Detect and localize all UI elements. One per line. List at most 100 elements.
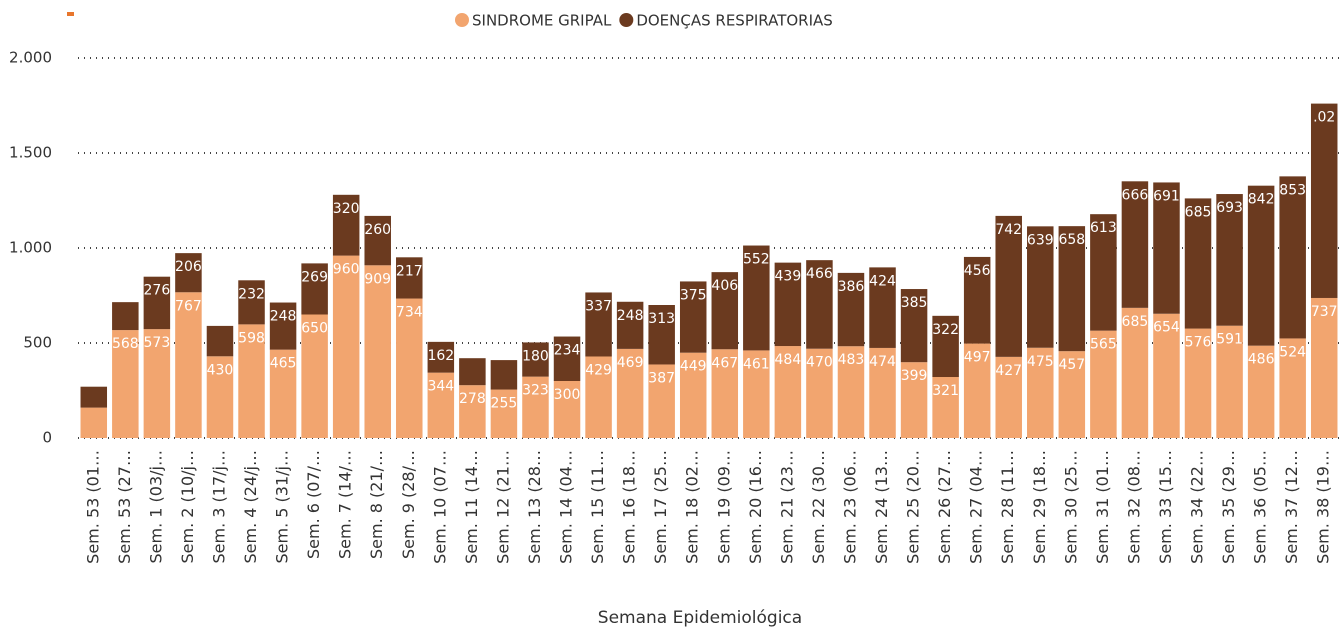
bar-segment xyxy=(900,289,928,363)
data-label: 429 xyxy=(585,362,612,378)
bar-segment xyxy=(332,255,360,438)
bar-segment xyxy=(143,276,171,330)
bar-segment xyxy=(80,386,108,408)
data-label: 320 xyxy=(333,201,360,217)
x-tick-label: Sem. 9 (28/… xyxy=(399,450,418,559)
bar-segment xyxy=(774,346,802,438)
data-label: 475 xyxy=(1027,354,1054,370)
x-tick-label: Sem. 1 (03/j… xyxy=(146,450,165,563)
x-tick-label: Sem. 26 (27… xyxy=(935,450,954,564)
bar-segment xyxy=(1090,214,1117,331)
bar-segment xyxy=(112,330,139,438)
bar-segment xyxy=(995,215,1022,357)
data-label: 278 xyxy=(459,391,486,407)
data-label: 232 xyxy=(238,286,265,302)
x-tick-label: Sem. 30 (25… xyxy=(1061,450,1080,564)
data-label: 430 xyxy=(207,362,234,378)
legend-label: SINDROME GRIPAL xyxy=(472,12,612,30)
data-label: 598 xyxy=(238,330,265,346)
data-label: 439 xyxy=(775,269,802,285)
y-tick-label: 1.000 xyxy=(9,239,52,257)
bar-segment xyxy=(806,348,833,438)
bar-segment xyxy=(869,347,896,438)
bar-segment xyxy=(1058,351,1086,438)
bar-segment xyxy=(396,257,423,299)
x-tick-label: Sem. 25 (20… xyxy=(904,450,923,564)
data-label: 465 xyxy=(270,356,297,372)
x-tick-label: Sem. 53 (01… xyxy=(83,450,102,564)
data-label: 565 xyxy=(1090,337,1117,353)
data-label: 470 xyxy=(806,355,833,371)
bar-segment xyxy=(301,314,328,438)
bar-segment xyxy=(238,280,265,325)
data-label: 260 xyxy=(364,222,391,238)
bar-segment xyxy=(679,281,707,353)
bar-segment xyxy=(1121,307,1149,438)
bar-segment xyxy=(585,292,612,357)
bar-segment xyxy=(900,362,928,438)
bar-segment xyxy=(1310,103,1338,298)
bar-segment xyxy=(427,372,455,438)
x-tick-label: Sem. 6 (07/… xyxy=(304,450,323,559)
data-label: 486 xyxy=(1248,352,1275,368)
data-label: 497 xyxy=(964,350,991,366)
x-tick-label: Sem. 20 (16… xyxy=(746,450,765,564)
data-label: 742 xyxy=(995,222,1022,238)
data-label: 375 xyxy=(680,287,707,303)
x-tick-label: Sem. 35 (29… xyxy=(1219,450,1238,564)
x-tick-label: Sem. 53 (27… xyxy=(115,450,134,564)
y-tick-label: 2.000 xyxy=(9,49,52,67)
x-axis-title: Semana Epidemiológica xyxy=(598,608,802,628)
legend-marker xyxy=(455,13,469,27)
x-tick-label: Sem. 18 (02… xyxy=(683,450,702,564)
bar-segment xyxy=(679,352,707,438)
data-label: 467 xyxy=(711,355,738,371)
data-label: 737 xyxy=(1311,304,1338,320)
x-tick-label: Sem. 16 (18… xyxy=(620,450,639,564)
x-tick-label: Sem. 32 (08… xyxy=(1124,450,1143,564)
x-tick-label: Sem. 10 (07… xyxy=(430,450,449,564)
data-label: 300 xyxy=(554,387,581,403)
data-label: 248 xyxy=(617,308,644,324)
bar-segment xyxy=(175,253,202,293)
bar-segment xyxy=(1310,297,1338,438)
bar-segment xyxy=(553,381,581,438)
bar-segment xyxy=(1090,330,1117,438)
x-tick-label: Sem. 31 (01… xyxy=(1093,450,1112,564)
data-label: 234 xyxy=(554,343,581,359)
data-label: 255 xyxy=(491,396,518,412)
data-label: 552 xyxy=(743,252,770,268)
bar-segment xyxy=(963,343,991,438)
menu-mark xyxy=(67,12,74,16)
bar-segment xyxy=(837,272,865,347)
data-label: 461 xyxy=(743,356,770,372)
bar-segment xyxy=(1279,338,1306,438)
y-tick-label: 0 xyxy=(42,429,52,447)
x-tick-label: Sem. 37 (12… xyxy=(1282,450,1301,564)
bar-segment xyxy=(648,305,675,365)
data-label: 313 xyxy=(648,311,675,327)
bar-segment xyxy=(806,260,833,349)
x-tick-label: Sem. 5 (31/j… xyxy=(273,450,292,563)
data-label: 385 xyxy=(901,295,928,311)
bar-segment xyxy=(143,329,171,438)
bar-segment xyxy=(743,350,770,438)
bar-segment xyxy=(1216,194,1243,326)
data-label: 180 xyxy=(522,348,549,364)
bar-segment xyxy=(648,364,675,438)
bar-segment xyxy=(1279,176,1306,339)
x-tick-label: Sem. 19 (09… xyxy=(714,450,733,564)
bar-segment xyxy=(522,342,549,377)
x-tick-label: Sem. 3 (17/j… xyxy=(209,450,228,563)
data-label: 449 xyxy=(680,359,707,375)
bar-segment xyxy=(743,245,770,351)
bar-segment xyxy=(1184,328,1212,438)
x-tick-label: Sem. 7 (14/… xyxy=(336,450,355,559)
bar-segment xyxy=(490,360,518,390)
data-label: 524 xyxy=(1279,344,1306,360)
bar-segment xyxy=(301,263,328,315)
bar-segment xyxy=(175,292,202,438)
x-tick-label: Sem. 29 (18… xyxy=(1030,450,1049,564)
legend-marker xyxy=(619,13,634,27)
